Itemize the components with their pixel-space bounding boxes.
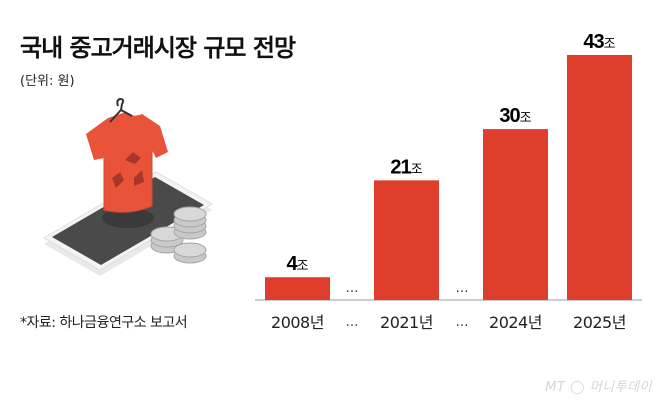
data-label: 30조 xyxy=(499,105,531,127)
gap-marker: … xyxy=(456,315,469,330)
coin-stack-icon xyxy=(150,206,207,264)
unit-label: (단위: 원) xyxy=(20,74,75,89)
illustration xyxy=(43,97,213,276)
category-label: 2024년 xyxy=(489,313,542,332)
hanger-icon xyxy=(109,97,133,123)
bar-2025년 xyxy=(567,55,632,300)
source-note: *자료: 하나금융연구소 보고서 xyxy=(20,315,188,331)
data-label: 4조 xyxy=(286,253,308,275)
logo: MT ◯ 머니투데이 xyxy=(545,380,652,395)
t-shirt-recycle-icon xyxy=(86,112,168,228)
data-label: 21조 xyxy=(390,156,422,178)
bar-2024년 xyxy=(483,129,548,300)
category-label: 2021년 xyxy=(380,313,433,332)
gap-marker: … xyxy=(456,281,469,296)
gap-marker: … xyxy=(346,315,359,330)
gap-marker: … xyxy=(346,281,359,296)
bar-2008년 xyxy=(265,277,330,300)
category-label: 2025년 xyxy=(573,313,626,332)
bar-2021년 xyxy=(374,180,439,300)
data-label: 43조 xyxy=(583,31,615,53)
page-title: 국내 중고거래시장 규모 전망 xyxy=(20,34,296,62)
category-label: 2008년 xyxy=(271,313,324,332)
